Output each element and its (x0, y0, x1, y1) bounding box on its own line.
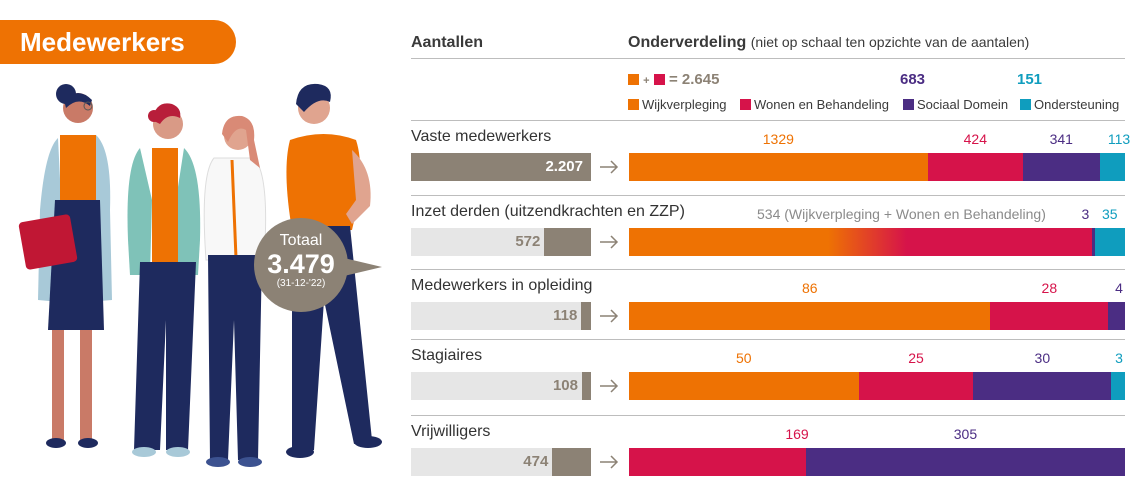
breakdown-segment (1111, 372, 1125, 400)
count-bar-fill (582, 372, 591, 400)
segment-value-label: 30 (1034, 350, 1051, 366)
segment-value-label: 1329 (762, 131, 794, 147)
segment-value-label: 3 (1081, 206, 1090, 222)
totals-ondersteuning: 151 (1017, 71, 1043, 88)
count-value: 572 (515, 233, 541, 250)
row-label: Medewerkers in opleiding (411, 277, 593, 294)
legend-swatch-icon (903, 99, 914, 110)
breakdown-segment (927, 153, 1023, 181)
header-onderverdeling-note: (niet op schaal ten opzichte van de aant… (750, 34, 1030, 50)
person-1-illustration (18, 84, 112, 448)
segment-value-label: 4 (1115, 280, 1123, 296)
count-bar-track (411, 228, 591, 256)
total-label: Totaal (279, 232, 323, 249)
breakdown-segment (629, 228, 1093, 256)
segment-value-label: 25 (908, 350, 924, 366)
legend-label: Sociaal Domein (917, 97, 1009, 112)
legend-label: Wonen en Behandeling (754, 97, 889, 112)
breakdown-segment (1092, 228, 1095, 256)
total-bubble: Totaal 3.479 (31-12-'22) (254, 218, 348, 312)
page-title: Medewerkers (0, 20, 236, 64)
people-illustration (18, 83, 382, 467)
combined-note: 534 (Wijkverpleging + Wonen en Behandeli… (757, 206, 1046, 222)
segment-value-label: 169 (785, 426, 809, 442)
totals-plus: + (643, 75, 650, 87)
count-bar-fill (581, 302, 591, 330)
header-onderverdeling-title: Onderverdeling (628, 34, 747, 51)
totals-wijk-wonen: + = 2.645 (628, 71, 719, 88)
breakdown-segment (629, 372, 859, 400)
breakdown-segment (1099, 153, 1125, 181)
legend-label: Ondersteuning (1034, 97, 1120, 112)
legend-swatch-icon (628, 99, 639, 110)
breakdown-segment (973, 372, 1112, 400)
count-bar-track (411, 153, 591, 181)
count-value: 108 (552, 377, 578, 394)
segment-value-label: 86 (801, 280, 818, 296)
total-date: (31-12-'22) (276, 278, 326, 289)
segment-value-label: 113 (1107, 131, 1131, 147)
red-square-icon (653, 74, 665, 85)
arrow-right-icon (600, 455, 619, 469)
row-label: Stagiaires (411, 347, 483, 364)
orange-square-icon (628, 74, 639, 85)
legend-sociaal: Sociaal Domein (903, 97, 1008, 112)
segment-value-label: 341 (1049, 131, 1073, 147)
breakdown-segment (629, 448, 806, 476)
count-bar-fill (411, 153, 591, 181)
breakdown-segment (990, 302, 1109, 330)
legend-ondersteuning: Ondersteuning (1020, 97, 1119, 112)
row-divider (411, 339, 1125, 340)
arrow-right-icon (600, 235, 619, 249)
arrow-right-icon (600, 379, 619, 393)
count-bar-track (411, 302, 591, 330)
segment-value-label: 35 (1102, 206, 1118, 222)
row-label: Vrijwilligers (411, 423, 491, 440)
arrow-right-icon (600, 309, 619, 323)
arrow-right-icon (600, 160, 619, 174)
header-divider (411, 58, 1125, 59)
legend-wonen: Wonen en Behandeling (740, 97, 889, 112)
person-2-illustration (127, 103, 201, 457)
person-3-illustration (203, 115, 267, 467)
header-aantallen: Aantallen (411, 34, 484, 51)
legend-label: Wijkverpleging (642, 97, 727, 112)
count-bar-track (411, 448, 591, 476)
total-value: 3.479 (267, 249, 335, 279)
breakdown-segment (805, 448, 1125, 476)
breakdown-segment (629, 153, 928, 181)
row-divider (411, 415, 1125, 416)
row-divider (411, 120, 1125, 121)
legend-swatch-icon (1020, 99, 1031, 110)
row-divider (411, 195, 1125, 196)
count-bar-track (411, 372, 591, 400)
header-onderverdeling: Onderverdeling (niet op schaal ten opzic… (628, 34, 1029, 52)
segment-value-label: 3 (1115, 350, 1123, 366)
row-divider (411, 269, 1125, 270)
count-value: 474 (523, 453, 549, 470)
breakdown-segment (1108, 302, 1125, 330)
row-label: Inzet derden (uitzendkrachten en ZZP) (411, 203, 685, 220)
breakdown-segment (858, 372, 974, 400)
count-bar-fill (544, 228, 591, 256)
breakdown-segment (629, 302, 991, 330)
segment-value-label: 50 (736, 350, 752, 366)
count-bar-fill (552, 448, 591, 476)
breakdown-segment (1094, 228, 1125, 256)
breakdown-segment (1022, 153, 1100, 181)
segment-value-label: 28 (1041, 280, 1058, 296)
legend-swatch-icon (740, 99, 751, 110)
totals-sociaal: 683 (900, 71, 926, 88)
totals-wijk-wonen-value: = 2.645 (668, 71, 720, 88)
legend-wijkverpleging: Wijkverpleging (628, 97, 727, 112)
segment-value-label: 424 (963, 131, 987, 147)
count-value: 2.207 (545, 158, 583, 175)
total-bubble-tail (344, 258, 382, 276)
row-label: Vaste medewerkers (411, 128, 552, 145)
segment-value-label: 305 (953, 426, 978, 442)
count-value: 118 (553, 307, 578, 324)
